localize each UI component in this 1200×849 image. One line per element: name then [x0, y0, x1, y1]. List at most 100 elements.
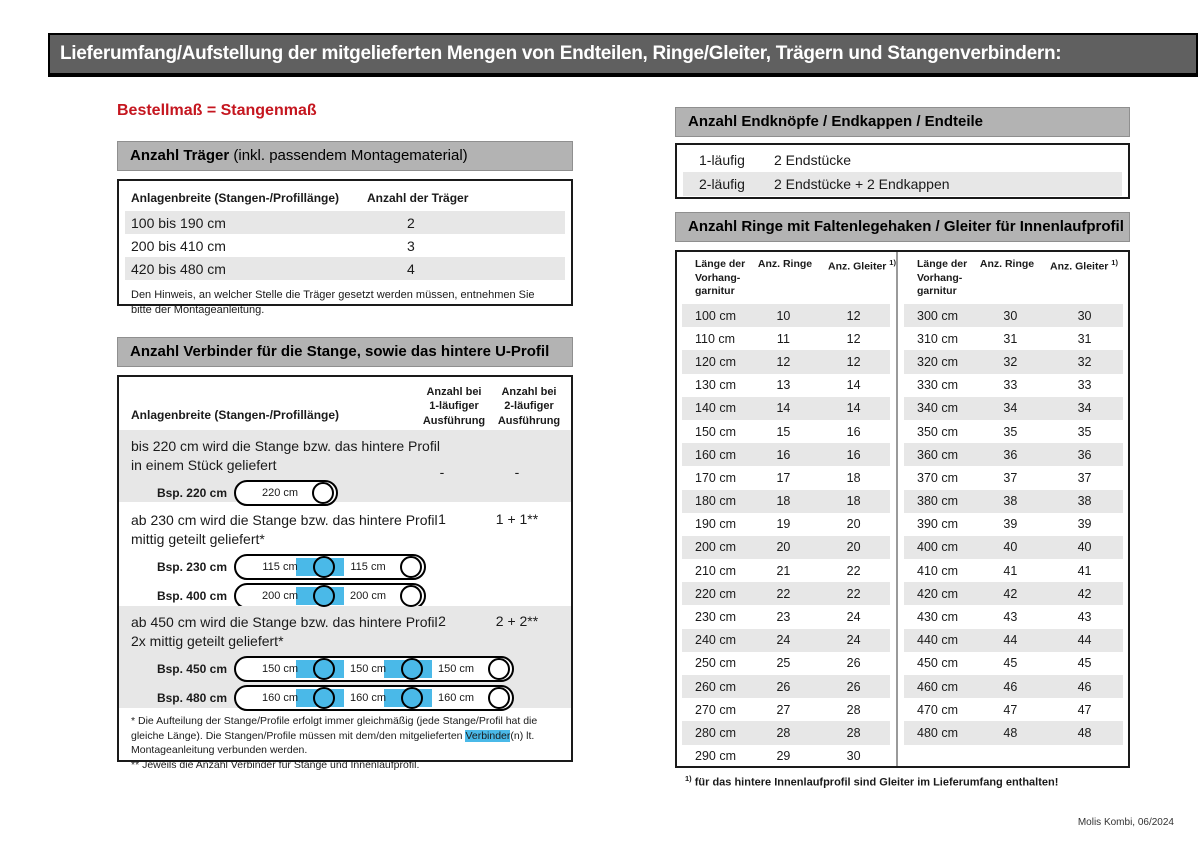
footnote-marker: 1) [685, 774, 692, 783]
rod-segment-label: 200 cm [261, 590, 299, 603]
table-cell: 35 [1003, 424, 1018, 439]
rod-segment-label: 160 cm [261, 692, 299, 705]
verbinder-section-header: Anzahl Verbinder für die Stange, sowie d… [117, 337, 573, 367]
table-cell: 2-läufig [699, 176, 745, 192]
table-cell: 270 cm [695, 702, 736, 717]
page-title: Lieferumfang/Aufstellung der mitgeliefer… [48, 33, 1198, 77]
verbinder-table: Anlagenbreite (Stangen-/Profillänge) Anz… [117, 375, 573, 771]
rod-segment-label: 160 cm [349, 692, 387, 705]
table-cell: 31 [1003, 331, 1018, 346]
verbinder-row-220: bis 220 cm wird die Stange bzw. das hint… [119, 430, 571, 507]
table-cell: 180 cm [695, 494, 736, 509]
table-cell: 400 cm [917, 540, 958, 555]
table-cell: 1-läufig [699, 152, 745, 168]
table-row: 270 cm 27 28 [682, 698, 890, 721]
table-cell: 100 cm [695, 308, 736, 323]
gleiter-col-label: Anz. Gleiter [828, 260, 890, 273]
table-cell: 170 cm [695, 470, 736, 485]
table-cell: 23 [776, 610, 791, 625]
joint-ellipse-icon [313, 556, 335, 579]
table-cell: 47 [1003, 702, 1018, 717]
rod-segment-label: 115 cm [262, 561, 298, 574]
table-cell: 3 [407, 237, 415, 254]
table-cell: 32 [1077, 354, 1092, 369]
table-cell: 260 cm [695, 679, 736, 694]
verbinder-row-text: bis 220 cm wird die Stange bzw. das hint… [131, 438, 440, 473]
table-row: 450 cm 45 45 [904, 652, 1123, 675]
table-cell: 220 cm [695, 586, 736, 601]
table-cell: 24 [776, 633, 791, 648]
table-cell: 36 [1003, 447, 1018, 462]
verbinder-row-450: ab 450 cm wird die Stange bzw. das hinte… [119, 606, 571, 712]
verbinder-highlight: Verbinder [465, 729, 511, 742]
table-cell: 44 [1003, 633, 1018, 648]
traeger-col2-header: Anzahl der Träger [367, 191, 469, 205]
table-cell: 14 [846, 378, 861, 393]
table-cell: 420 cm [917, 586, 958, 601]
verbinder-row-230: ab 230 cm wird die Stange bzw. das hinte… [119, 504, 571, 610]
table-row: 320 cm 32 32 [904, 350, 1123, 374]
table-row: 180 cm 18 18 [682, 489, 890, 513]
table-cell: 22 [846, 586, 861, 601]
rod-diagrams: Bsp. 230 cm 115 cm 115 cm Bsp. 400 cm 200 cm… [131, 553, 571, 611]
table-row: 300 cm 30 30 [904, 304, 1123, 328]
verbinder-col1-header: Anlagenbreite (Stangen-/Profillänge) [131, 408, 340, 422]
table-cell: 240 cm [695, 633, 736, 648]
ringe-table-left-half: Länge der Vorhang- garnitur Anz. Ringe A… [677, 252, 896, 766]
table-row: 430 cm 43 43 [904, 605, 1123, 628]
table-row: 170 cm 17 18 [682, 466, 890, 489]
footnote-marker: 1) [1111, 258, 1118, 267]
footnote-text: * Die Aufteilung der Stange/Profile erfo… [131, 715, 538, 742]
ringe-table: Länge der Vorhang- garnitur Anz. Ringe A… [675, 250, 1130, 768]
table-row: 350 cm 35 35 [904, 420, 1123, 443]
table-cell: 33 [1077, 378, 1092, 393]
table-cell: 420 bis 480 cm [131, 260, 226, 277]
table-row: 100 bis 190 cm 2 [125, 211, 565, 234]
table-cell: 19 [776, 517, 791, 532]
table-cell: 14 [776, 401, 791, 416]
table-row: 230 cm 23 24 [682, 605, 890, 628]
traeger-section-header: Anzahl Träger (inkl. passendem Montagema… [117, 141, 573, 171]
table-cell: 46 [1003, 679, 1018, 694]
table-cell: 47 [1077, 702, 1092, 717]
table-cell: 450 cm [917, 656, 958, 671]
ringe-table-right-half: Länge der Vorhang- garnitur Anz. Ringe A… [899, 252, 1128, 766]
joint-ellipse-icon [313, 585, 335, 608]
endteile-section-header: Anzahl Endknöpfe / Endkappen / Endteile [675, 107, 1130, 137]
table-cell: 280 cm [695, 725, 736, 740]
table-cell: 12 [846, 331, 861, 346]
table-cell: 11 [776, 331, 790, 346]
rod-example-row: Bsp. 400 cm 200 cm 200 cm [131, 582, 571, 611]
endteile-table: 1-läufig 2 Endstücke 2-läufig 2 Endstücke +… [675, 143, 1130, 199]
table-cell: 16 [846, 447, 861, 462]
table-cell: 41 [1077, 563, 1092, 578]
table-cell: 25 [776, 656, 791, 671]
table-cell: 130 cm [695, 378, 736, 393]
table-cell: 390 cm [917, 517, 958, 532]
value-2-laeufig: - [514, 464, 520, 480]
table-cell: 160 cm [695, 447, 736, 462]
table-cell: 39 [1003, 517, 1018, 532]
table-cell: 41 [1003, 563, 1018, 578]
ringe-header: Länge der Vorhang- garnitur Anz. Ringe A… [677, 252, 896, 304]
table-cell: 13 [776, 378, 791, 393]
rod-segment-label: 115 cm [350, 561, 386, 574]
ringe-col-header: Anz. Ringe [979, 258, 1035, 270]
table-cell: 380 cm [917, 494, 958, 509]
table-row: 100 cm 10 12 [682, 304, 890, 328]
table-row: 330 cm 33 33 [904, 374, 1123, 397]
gleiter-col-header: Anz. Gleiter 1) [820, 258, 904, 273]
table-cell: 26 [776, 679, 791, 694]
table-row: 200 cm 20 20 [682, 535, 890, 560]
gleiter-footnote: 1) für das hintere Innenlaufprofil sind … [685, 774, 1058, 789]
table-cell: 31 [1077, 331, 1092, 346]
table-cell: 40 [1003, 540, 1018, 555]
table-row: 2-läufig 2 Endstücke + 2 Endkappen [683, 172, 1122, 196]
table-cell: 210 cm [695, 563, 736, 578]
table-cell: 34 [1077, 401, 1092, 416]
ringe-col-header: Anz. Ringe [757, 258, 813, 270]
table-cell: 45 [1003, 656, 1018, 671]
table-cell: 16 [846, 424, 861, 439]
verbinder-row-text: ab 230 cm wird die Stange bzw. das hinte… [131, 512, 438, 547]
gleiter-col-label: Anz. Gleiter [1050, 260, 1112, 273]
